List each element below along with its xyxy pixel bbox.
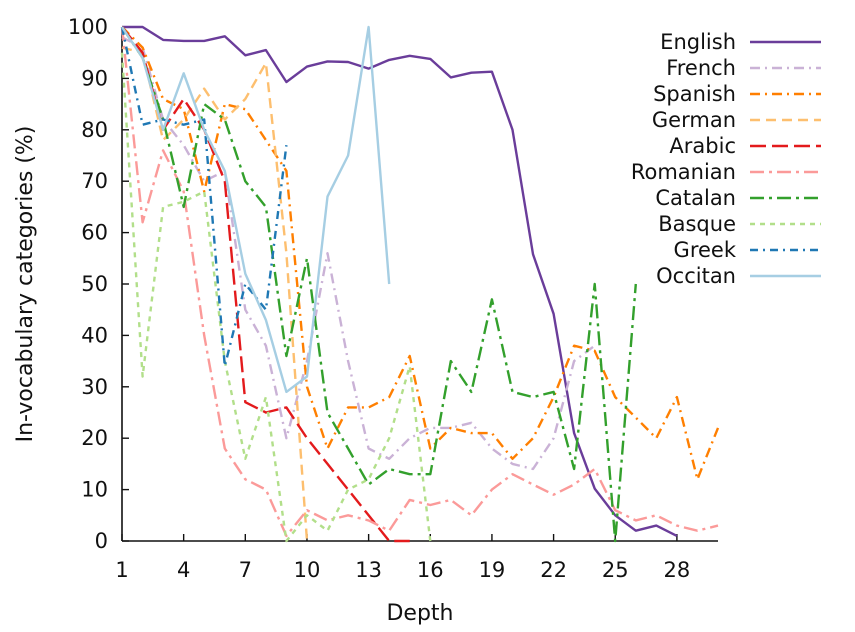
legend-label-romanian: Romanian xyxy=(631,160,736,184)
series-line-english xyxy=(122,25,678,537)
x-tick-label: 1 xyxy=(115,558,128,582)
series-line-french xyxy=(121,36,596,471)
plot-area: 0 10 20 30 40 50 60 70 80 90 100 1 4 7 10 13 16 19 22 25 28 xyxy=(68,15,720,582)
x-tick-label: 16 xyxy=(417,558,444,582)
x-tick-label: 19 xyxy=(479,558,506,582)
x-tick-label: 10 xyxy=(294,558,321,582)
legend-label-french: French xyxy=(666,56,736,80)
legend-label-basque: Basque xyxy=(658,212,736,236)
y-tick-label: 40 xyxy=(81,323,108,347)
series-lines xyxy=(120,25,720,543)
y-tick-label: 80 xyxy=(81,118,108,142)
series-line-spanish xyxy=(121,26,720,481)
series-line-basque xyxy=(120,52,432,543)
x-tick-label: 13 xyxy=(355,558,382,582)
x-ticks: 1 4 7 10 13 16 19 22 25 28 xyxy=(115,534,690,582)
series-line-arabic xyxy=(121,26,410,543)
x-tick-label: 25 xyxy=(602,558,629,582)
y-tick-label: 90 xyxy=(81,66,108,90)
x-tick-label: 4 xyxy=(177,558,190,582)
series-line-greek xyxy=(120,26,288,368)
y-ticks: 0 10 20 30 40 50 60 70 80 90 100 xyxy=(68,15,129,553)
series-line-romanian xyxy=(120,26,719,538)
y-tick-label: 100 xyxy=(68,15,108,39)
x-axis-label: Depth xyxy=(386,601,453,626)
y-tick-label: 60 xyxy=(81,221,108,245)
y-tick-label: 0 xyxy=(95,529,108,553)
legend-label-occitan: Occitan xyxy=(656,264,736,288)
legend-label-catalan: Catalan xyxy=(655,186,736,210)
y-axis-label: In-vocabulary categories (%) xyxy=(13,126,38,443)
legend-label-arabic: Arabic xyxy=(669,134,736,158)
y-tick-label: 10 xyxy=(81,478,108,502)
y-tick-label: 70 xyxy=(81,169,108,193)
legend-label-spanish: Spanish xyxy=(653,82,736,106)
legend-label-english: English xyxy=(660,30,736,54)
y-tick-label: 30 xyxy=(81,375,108,399)
legend-label-german: German xyxy=(652,108,736,132)
series-line-german xyxy=(121,46,309,542)
legend: EnglishFrenchSpanishGermanArabicRomanian… xyxy=(631,30,821,288)
x-tick-label: 7 xyxy=(239,558,252,582)
x-tick-label: 22 xyxy=(540,558,567,582)
y-tick-label: 20 xyxy=(81,426,108,450)
y-tick-label: 50 xyxy=(81,272,108,296)
series-line-catalan xyxy=(121,26,637,543)
legend-label-greek: Greek xyxy=(674,238,737,262)
series-line-occitan xyxy=(121,25,391,394)
x-tick-label: 28 xyxy=(664,558,691,582)
